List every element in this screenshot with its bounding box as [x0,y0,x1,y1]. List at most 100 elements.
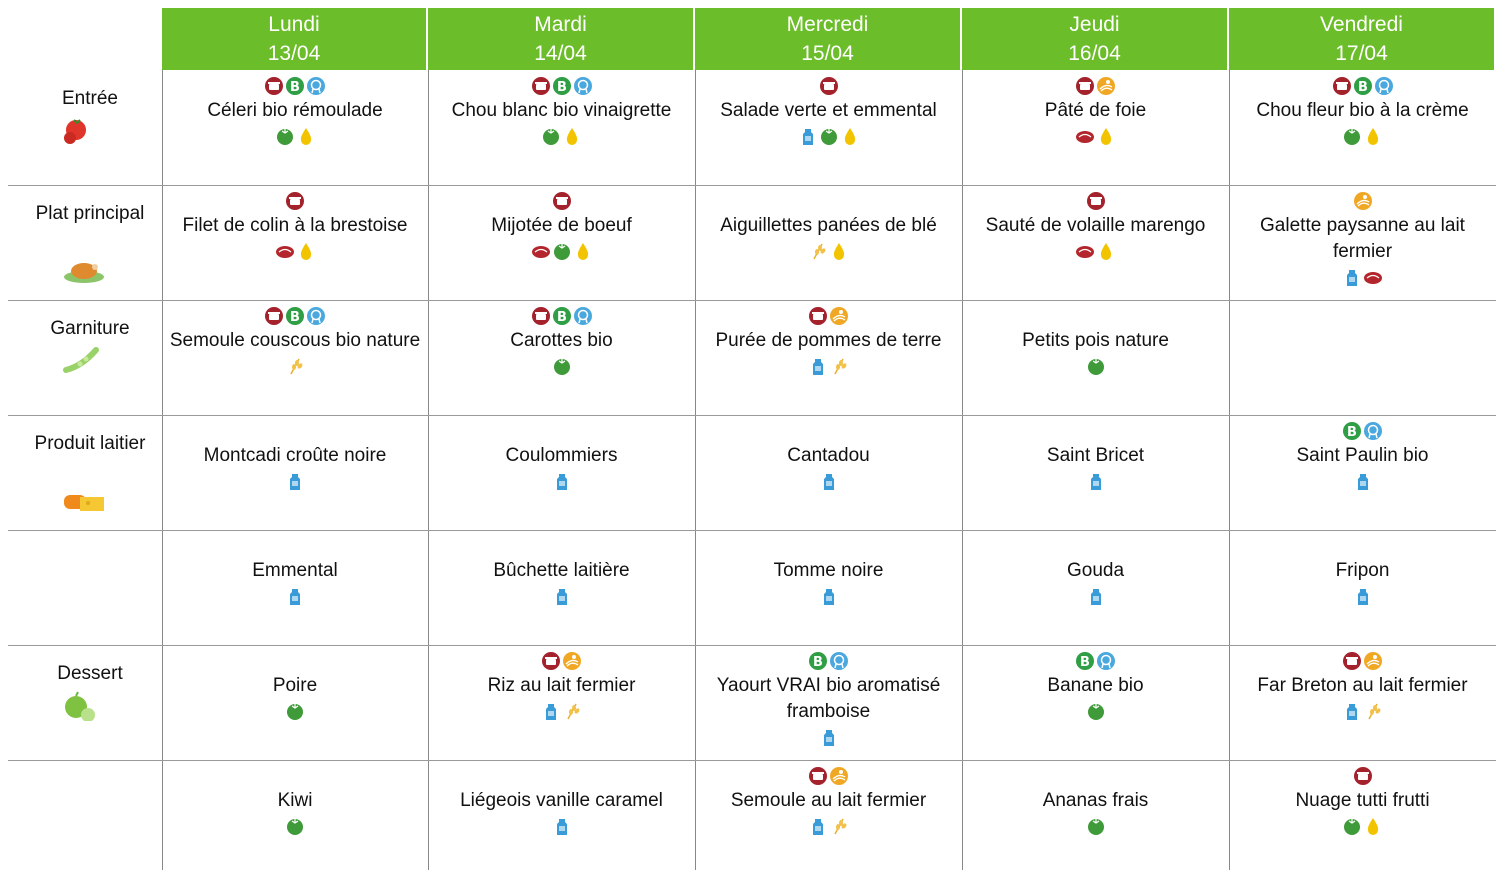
icon-row [162,469,428,493]
row-label: Dessert [57,663,123,684]
icon-row: B [162,74,428,98]
dish-name: Purée de pommes de terre [715,330,942,351]
icon-row [1229,189,1496,213]
bio-icon: B [552,77,571,95]
menu-cell: B Semoule couscous bio nature [162,304,428,378]
dish-name: Montcadi croûte noire [203,445,387,466]
menu-cell: Bûchette laitière [428,534,695,608]
menu-cell: B Chou blanc bio vinaigrette [428,74,695,148]
dish-name: Cantadou [787,445,870,466]
bio-icon: B [286,307,304,325]
grid-line [8,645,1496,646]
menu-cell: Nuage tutti frutti [1229,764,1496,838]
icon-row [962,189,1229,213]
vegetal-icon [287,704,303,720]
bio-icon: B [286,77,304,95]
header-divider [1227,8,1229,70]
lait-icon [556,819,567,835]
huile-icon [577,243,588,260]
fait-maison-icon [1076,77,1094,95]
menu-cell: B Carottes bio [428,304,695,378]
icon-row [962,419,1229,443]
huile-icon [1367,818,1379,835]
viande-icon [275,246,294,258]
huile-icon [1367,128,1379,145]
menu-cell: Semoule au lait fermier [695,764,962,838]
icon-row [428,699,695,723]
dish-name: Emmental [252,560,338,581]
lait-icon [813,819,823,835]
menu-cell: Ananas frais [962,764,1229,838]
icon-row [162,124,428,148]
vegetal-icon [1087,704,1104,720]
lait-icon [290,589,300,605]
lait-icon [556,474,567,490]
huile-icon [833,243,845,260]
svg-text:B: B [557,310,567,325]
day-date: 17/04 [1335,42,1388,65]
icon-row: B [428,304,695,328]
menu-cell: Filet de colin à la brestoise [162,189,428,263]
icon-row [428,584,695,608]
fait-maison-icon [286,192,304,210]
grid-line [695,70,696,870]
icon-row: B [1229,74,1496,98]
icon-row [1229,265,1496,289]
label-icon [1364,422,1382,440]
vegetal-icon [553,359,570,375]
header-divider [960,8,962,70]
vegetal-icon [287,819,303,835]
icon-row [428,764,695,788]
menu-cell: Pâté de foie [962,74,1229,148]
row-label: Garniture [50,318,130,339]
icon-row [695,74,962,98]
local-icon [1353,192,1372,210]
grid-line [8,760,1496,761]
grid-line [962,70,963,870]
dish-name: Petits pois nature [1022,330,1169,351]
icon-row [428,534,695,558]
ble-icon [834,818,847,835]
icon-row [162,239,428,263]
menu-cell: Tomme noire [695,534,962,608]
icon-row [695,419,962,443]
icon-row [962,469,1229,493]
menu-cell: Fripon [1229,534,1496,608]
local-icon [1097,77,1115,95]
bio-icon: B [809,652,827,670]
food-picture [64,263,104,283]
icon-row [1229,649,1496,673]
icon-row [695,304,962,328]
day-name: Lundi [268,13,320,36]
menu-cell: Cantadou [695,419,962,493]
lait-icon [1090,474,1101,490]
menu-cell: Aiguillettes panées de blé [695,189,962,263]
fait-maison-icon [1343,652,1361,670]
lait-icon [823,730,834,746]
svg-text:B: B [290,80,300,95]
dish-name: Salade verte et emmental [720,100,937,121]
icon-row [162,534,428,558]
food-picture [64,495,104,511]
svg-text:B: B [813,655,823,670]
icon-row [162,649,428,673]
dish-name: Semoule au lait fermier [730,790,927,811]
svg-text:B: B [1347,425,1357,440]
dish-name: Saint Bricet [1046,445,1145,466]
menu-cell: Riz au lait fermier [428,649,695,723]
huile-icon [300,128,311,145]
viande-icon [1076,131,1094,143]
icon-row [162,189,428,213]
fait-maison-icon [809,767,827,785]
icon-row: B [428,74,695,98]
ble-icon [290,358,303,375]
fait-maison-icon [531,77,550,95]
lait-icon [290,474,300,490]
fait-maison-icon [819,77,838,95]
menu-cell: Liégeois vanille caramel [428,764,695,838]
lait-icon [1357,589,1368,605]
vegetal-icon [1087,359,1104,375]
icon-row [162,584,428,608]
row-label: Entrée [62,88,118,109]
dish-name: Gouda [1066,560,1125,581]
